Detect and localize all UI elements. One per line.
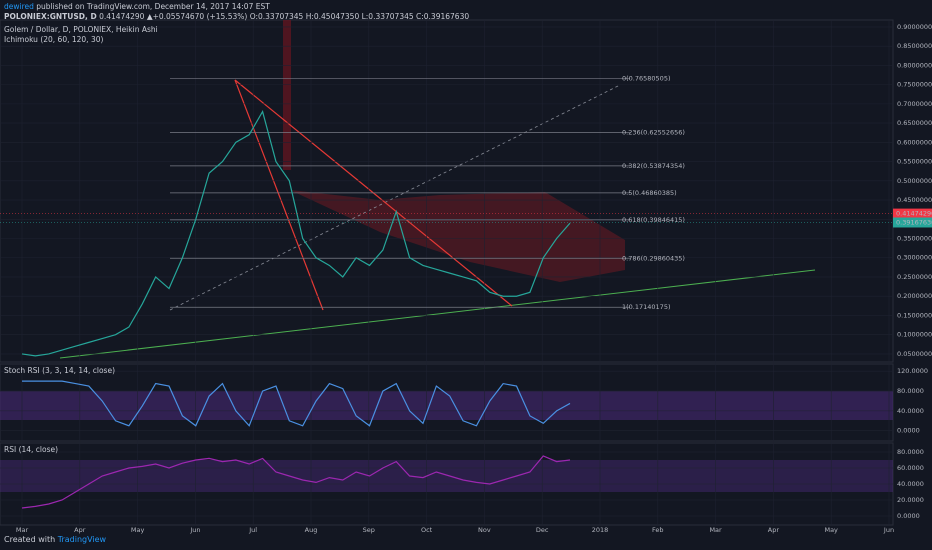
x-tick-label: Sep [363,526,375,534]
rsi-title: RSI (14, close) [4,445,59,454]
fib-label: 0.618(0.39846415) [622,216,685,224]
y-tick-label: 120.0000 [897,367,928,375]
x-tick-label: Mar [16,526,29,534]
ichimoku-cloud [290,190,625,282]
x-tick-label: May [824,526,838,534]
fib-label: 0.786(0.29860435) [622,254,685,262]
x-tick-label: Apr [768,526,780,534]
x-tick-label: Jun [189,526,200,534]
y-tick-label: 60.0000 [897,464,924,472]
series-line [22,380,571,427]
x-tick-label: 2018 [592,526,609,534]
x-tick-label: Apr [74,526,86,534]
x-tick-label: Nov [478,526,491,534]
x-tick-label: Jun [883,526,894,534]
x-tick-label: Mar [709,526,722,534]
footer: Created with TradingView [4,535,106,544]
support-line [59,269,816,359]
created: Created with [4,535,56,544]
x-tick-label: Jul [248,526,257,534]
instrument: Golem / Dollar, D, POLONIEX, Heikin Ashi [4,25,158,34]
ichimoku-spike [283,20,291,170]
x-tick-label: May [131,526,145,534]
publisher: dewired [4,2,34,11]
x-tick-label: Feb [652,526,664,534]
stoch-title: Stoch RSI (3, 3, 14, 14, close) [4,366,115,375]
ohlc: O:0.33707345 H:0.45047350 L:0.33707345 C… [249,12,470,21]
y-tick-label: 40.0000 [897,407,924,415]
y-tick-label: 80.0000 [897,448,924,456]
y-tick-label: 40.0000 [897,480,924,488]
y-tick-label: 20.0000 [897,496,924,504]
series-line [21,110,571,357]
price-pane [0,19,894,363]
indicator: Ichimoku (20, 60, 120, 30) [4,35,104,44]
publish-line: dewired published on TradingView.com, De… [4,2,270,11]
x-tick-label: Dec [536,526,549,534]
price-tag-label: 0.41474290 [896,210,932,218]
price-tag-label: 0.39167630 [896,218,932,226]
series-line [21,455,571,509]
x-tick-label: Aug [305,526,318,534]
x-tick-label: Oct [421,526,433,534]
fib-label: 0.5(0.46860385) [622,189,677,197]
published: published on TradingView.com, December 1… [36,2,270,11]
price-tag [893,217,932,228]
brand[interactable]: TradingView [57,535,107,544]
y-tick-label: 80.0000 [897,387,924,395]
stoch-band [0,391,893,420]
fib-label: 0.382(0.53874354) [622,162,685,170]
price-tag [893,208,932,219]
rsi-band [0,460,893,492]
symbol: POLONIEX:GNTUSD, D [4,12,97,21]
y-tick-label: 0.0000 [897,427,920,435]
resistance-line [234,79,324,311]
last: 0.41474290 [99,12,145,21]
fib-label: 1(0.17140175) [622,303,671,311]
fib-label: 0.236(0.62552656) [622,129,685,137]
change: ▲+0.05574670 (+15.53%) [146,12,248,21]
fib-label: 0(0.76580505) [622,75,671,83]
quote-line: POLONIEX:GNTUSD, D 0.41474290 ▲+0.055746… [4,12,469,21]
y-tick-label: 0.0000 [897,512,920,520]
